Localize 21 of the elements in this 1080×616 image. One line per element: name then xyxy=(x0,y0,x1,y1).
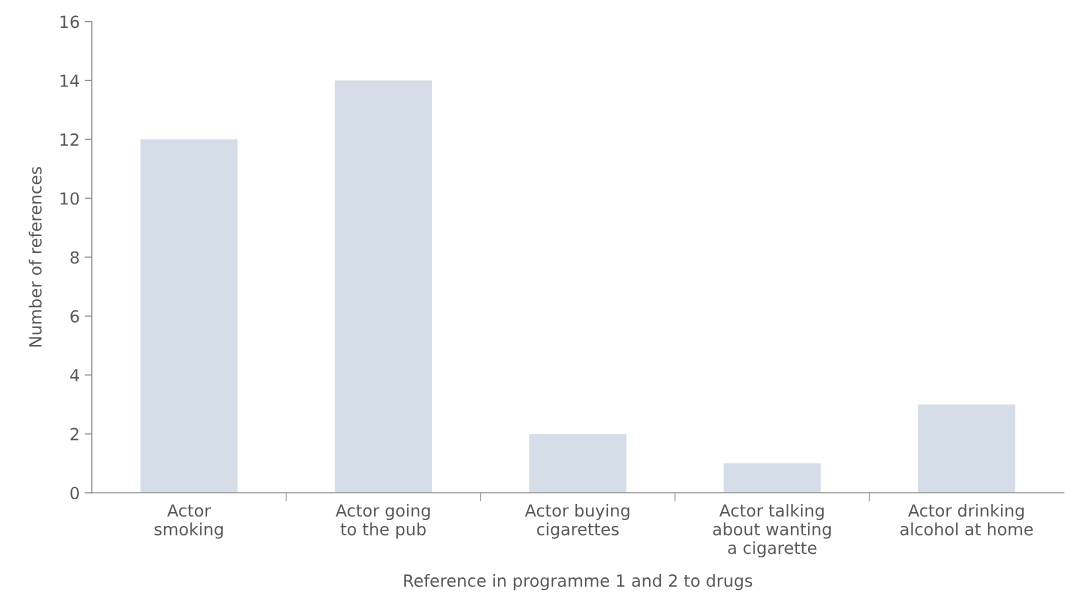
x-tick-label: Actor buying cigarettes xyxy=(524,503,630,539)
x-axis-title: Reference in programme 1 and 2 to drugs xyxy=(404,574,753,591)
y-tick-label: 4 xyxy=(70,369,80,382)
x-tick-label: Actor smoking xyxy=(154,504,223,539)
y-tick-label: 0 xyxy=(70,486,79,500)
y-tick-label: 2 xyxy=(70,427,79,441)
bar xyxy=(334,80,432,493)
y-tick-label: 10 xyxy=(60,192,79,205)
bar xyxy=(723,463,821,493)
y-axis-title: Number of references xyxy=(28,167,42,347)
x-tick-label: Actor drinking alcohol at home xyxy=(900,503,1033,536)
y-tick-label: 16 xyxy=(60,15,79,29)
x-tick-label: Actor going to the pub xyxy=(335,503,430,539)
y-tick-label: 14 xyxy=(60,74,80,87)
bar xyxy=(529,433,627,493)
x-tick-label: Actor talking about wanting a cigarette xyxy=(713,503,831,558)
bar xyxy=(140,139,238,493)
y-tick-label: 12 xyxy=(60,133,79,146)
bar xyxy=(918,404,1016,493)
y-tick-label: 8 xyxy=(70,251,79,264)
y-tick-label: 6 xyxy=(70,310,79,323)
